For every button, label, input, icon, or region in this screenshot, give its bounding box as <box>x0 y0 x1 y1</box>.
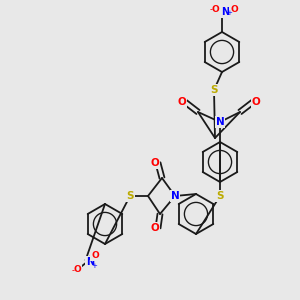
Text: O: O <box>91 251 99 260</box>
Text: N: N <box>86 257 94 267</box>
Text: O: O <box>230 4 238 14</box>
Text: S: S <box>126 191 134 201</box>
Text: +: + <box>91 263 97 269</box>
Text: O: O <box>73 266 81 274</box>
Text: S: S <box>216 191 224 201</box>
Text: S: S <box>210 85 218 95</box>
Text: O: O <box>211 4 219 14</box>
Text: N: N <box>216 117 224 127</box>
Text: O: O <box>151 223 159 233</box>
Text: N: N <box>171 191 179 201</box>
Text: -: - <box>71 266 74 275</box>
Text: N: N <box>221 7 229 17</box>
Text: O: O <box>178 97 186 107</box>
Text: -: - <box>209 5 212 14</box>
Text: O: O <box>151 158 159 168</box>
Text: +: + <box>226 10 232 16</box>
Text: O: O <box>252 97 260 107</box>
